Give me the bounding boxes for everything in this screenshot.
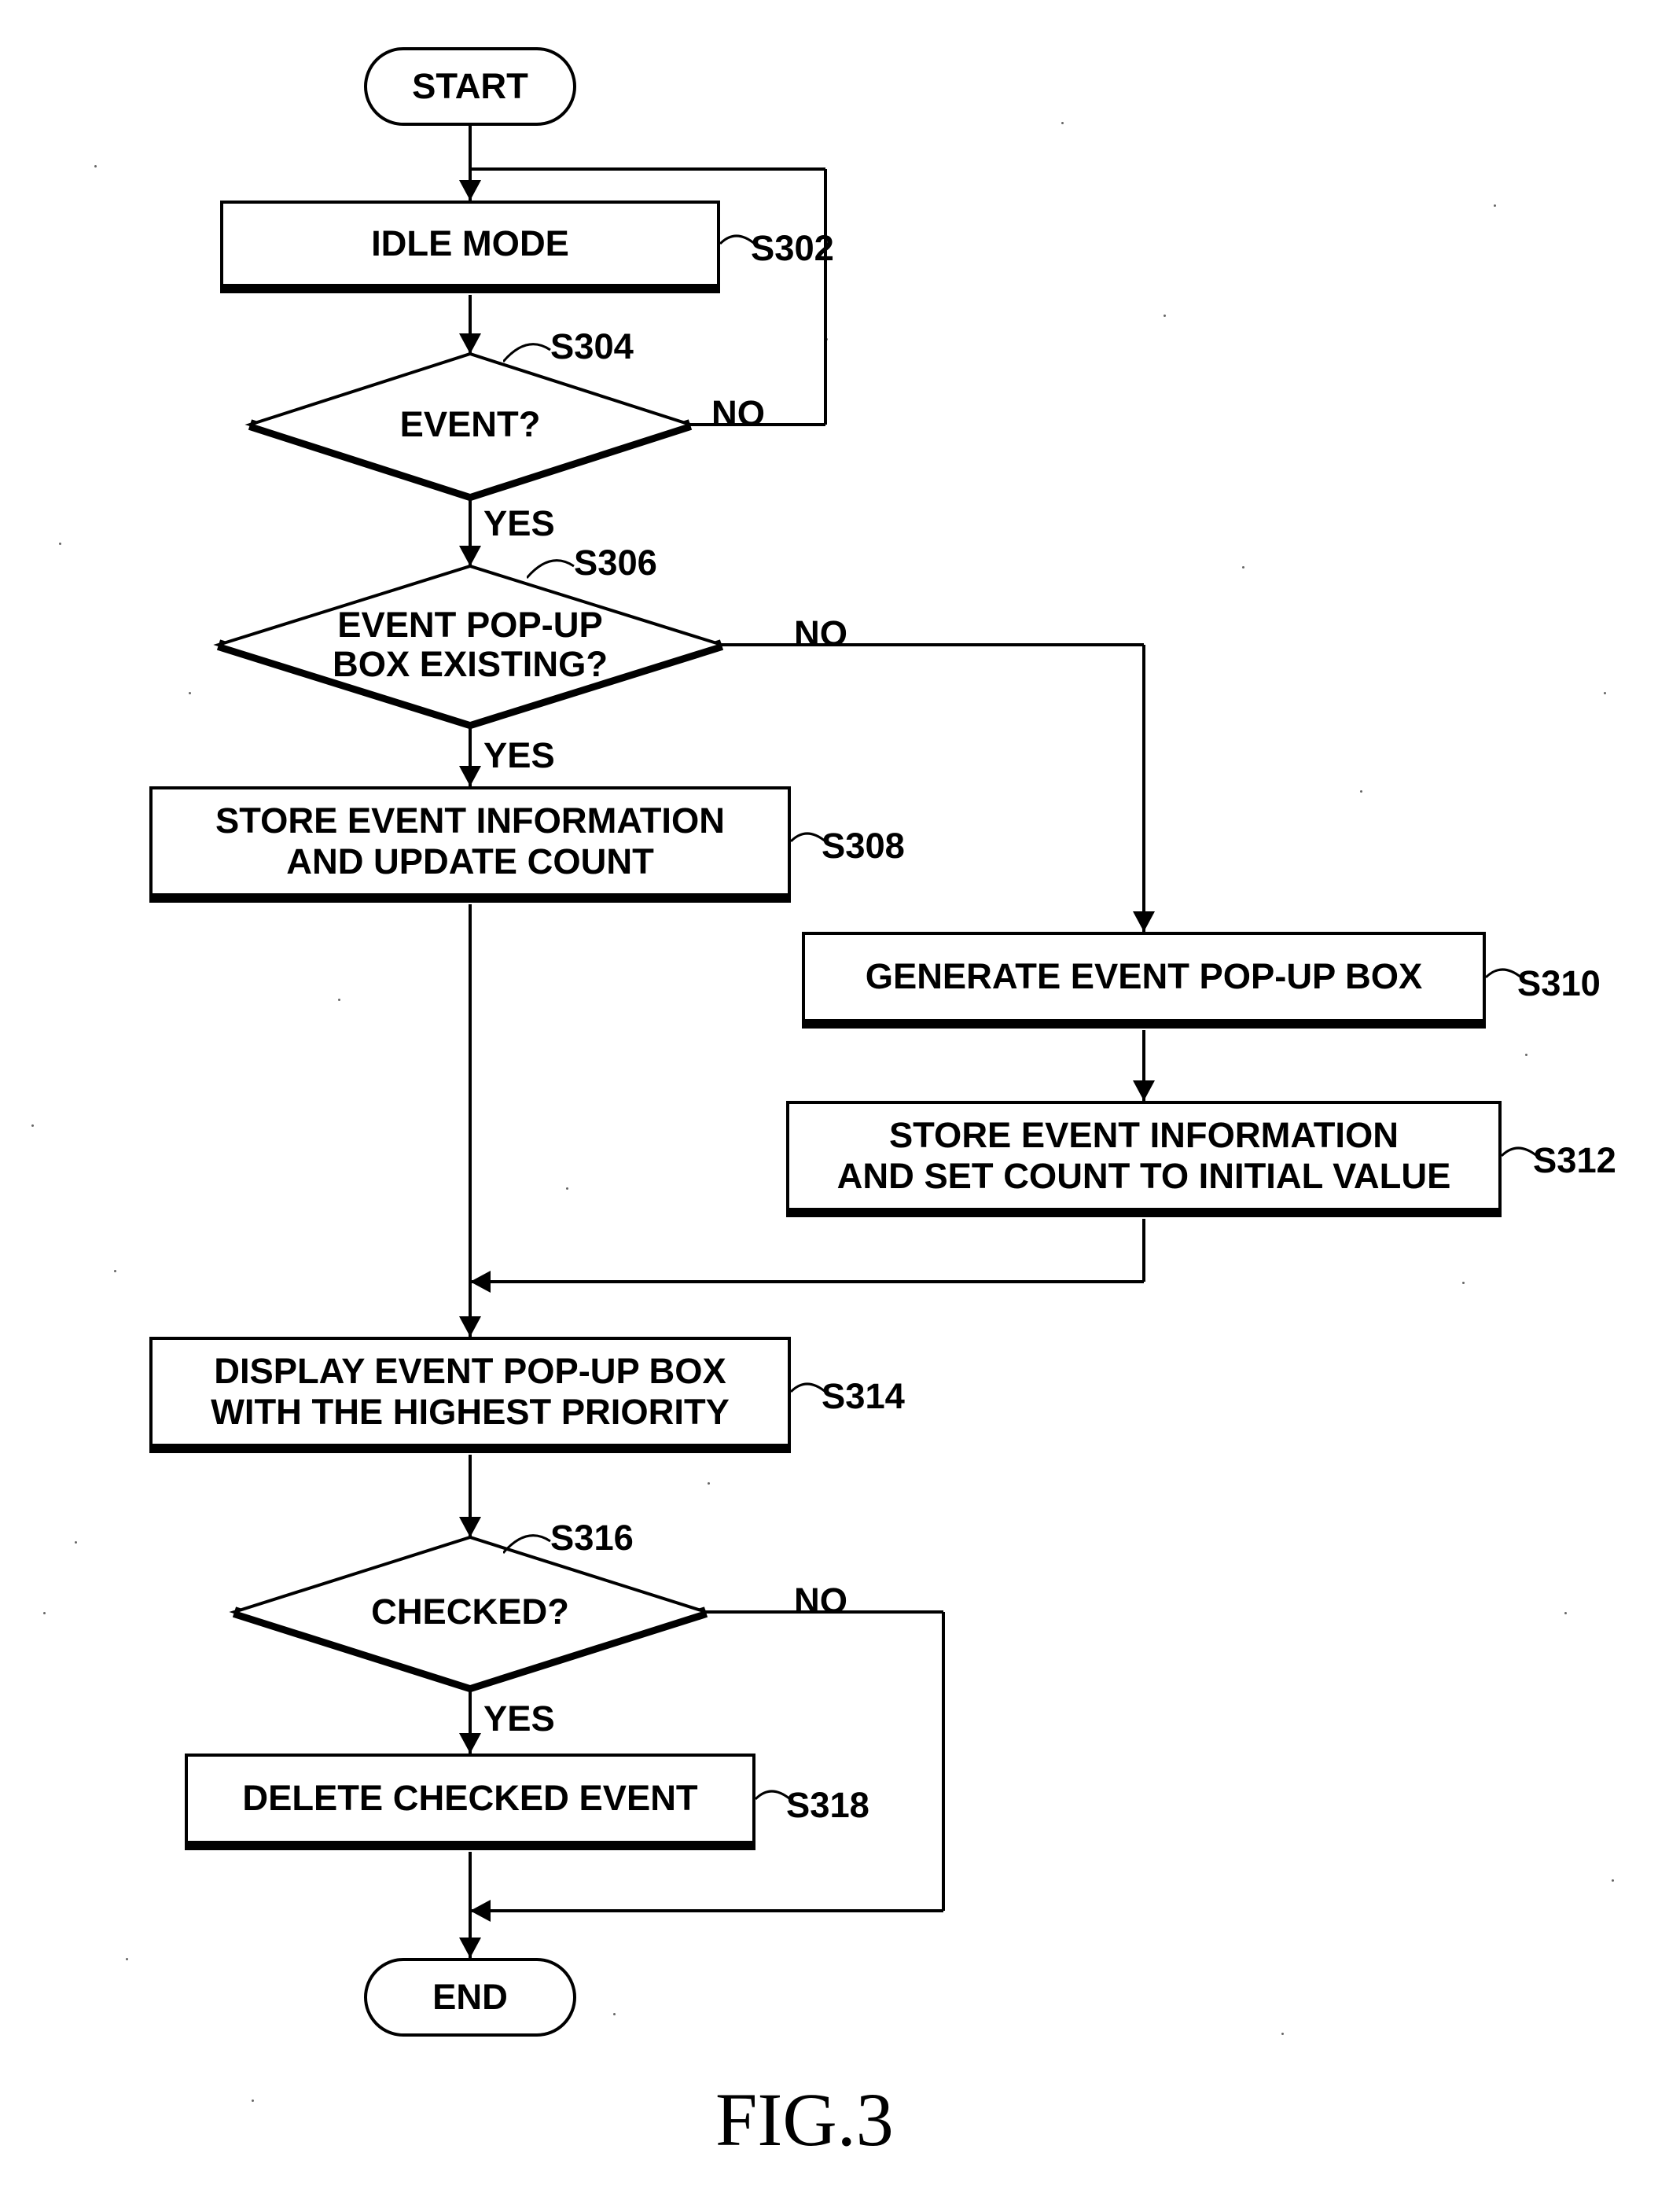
edge-6-arrow: [459, 1733, 481, 1754]
speckle-11: [613, 2013, 616, 2015]
s304_no-branch-label: NO: [711, 393, 765, 434]
s312-step-label: S312: [1533, 1140, 1616, 1181]
s304_yes-branch-label: YES: [483, 503, 555, 544]
s306-decision: EVENT POP-UP BOX EXISTING?: [219, 566, 722, 723]
s318-step-label: S318: [786, 1785, 869, 1826]
speckle-13: [1242, 566, 1244, 569]
edge-11-arrow: [470, 1271, 491, 1293]
speckle-17: [1612, 1879, 1614, 1882]
edge-8-seg-2: [470, 167, 825, 171]
speckle-20: [1164, 315, 1166, 317]
s316_no-branch-label: NO: [794, 1581, 847, 1621]
s314-text: DISPLAY EVENT POP-UP BOX WITH THE HIGHES…: [211, 1351, 730, 1433]
s310-step-label: S310: [1517, 963, 1601, 1004]
s308-process: STORE EVENT INFORMATION AND UPDATE COUNT: [149, 786, 791, 896]
s310-process: GENERATE EVENT POP-UP BOX: [802, 932, 1486, 1022]
s312-process: STORE EVENT INFORMATION AND SET COUNT TO…: [786, 1101, 1502, 1211]
s312-leader: [1502, 1136, 1541, 1176]
speckle-1: [59, 543, 61, 545]
s314-process: DISPLAY EVENT POP-UP BOX WITH THE HIGHES…: [149, 1337, 791, 1447]
speckle-0: [94, 165, 97, 167]
s316-text: CHECKED?: [234, 1537, 706, 1687]
s310-leader: [1486, 958, 1525, 997]
speckle-19: [1061, 122, 1064, 124]
s316-leader: [503, 1522, 574, 1561]
s302-step-label: S302: [751, 228, 834, 269]
speckle-16: [1564, 1612, 1567, 1614]
s304-decision: EVENT?: [250, 354, 690, 495]
s308-step-label: S308: [822, 826, 905, 867]
s318-leader: [755, 1779, 794, 1819]
speckle-7: [189, 692, 191, 694]
edge-10-arrow: [1133, 1080, 1155, 1101]
s302-leader: [720, 224, 759, 263]
edge-2-arrow: [459, 546, 481, 566]
s308-text: STORE EVENT INFORMATION AND UPDATE COUNT: [215, 800, 725, 882]
end-label: END: [432, 1977, 508, 2018]
edge-3-arrow: [459, 766, 481, 786]
edge-12-arrow: [470, 1900, 491, 1922]
end-terminator: END: [364, 1958, 576, 2037]
speckle-4: [75, 1541, 77, 1544]
flowchart-canvas: START END IDLE MODE EVENT? EVENT POP-UP BOX …: [0, 0, 1680, 2197]
speckle-21: [1494, 204, 1496, 207]
speckle-10: [708, 1482, 710, 1485]
speckle-18: [1281, 2033, 1284, 2035]
speckle-22: [1604, 692, 1606, 694]
edge-5-arrow: [459, 1517, 481, 1537]
s304-text: EVENT?: [250, 354, 690, 495]
s318-text: DELETE CHECKED EVENT: [242, 1778, 697, 1819]
s304-leader: [503, 330, 574, 370]
edge-7-arrow: [459, 1938, 481, 1958]
s314-step-label: S314: [822, 1376, 905, 1417]
s310-text: GENERATE EVENT POP-UP BOX: [866, 956, 1423, 997]
s306_no-branch-label: NO: [794, 613, 847, 654]
s306_yes-branch-label: YES: [483, 735, 555, 776]
speckle-6: [126, 1958, 128, 1960]
s312-text: STORE EVENT INFORMATION AND SET COUNT TO…: [837, 1115, 1451, 1197]
speckle-8: [338, 999, 340, 1001]
edge-0-arrow: [459, 180, 481, 201]
edge-9-arrow: [1133, 911, 1155, 932]
edge-4-arrow: [459, 1316, 481, 1337]
edge-1-arrow: [459, 333, 481, 354]
s318-process: DELETE CHECKED EVENT: [185, 1754, 755, 1844]
s308-leader: [791, 822, 829, 861]
speckle-12: [825, 338, 828, 340]
speckle-23: [1525, 1054, 1527, 1056]
speckle-3: [114, 1270, 116, 1272]
edge-9-seg-0: [722, 643, 1144, 646]
s302-text: IDLE MODE: [371, 223, 569, 264]
start-terminator: START: [364, 47, 576, 126]
s316_yes-branch-label: YES: [483, 1698, 555, 1739]
edge-12-seg-1: [942, 1612, 945, 1911]
s306-leader: [527, 546, 597, 586]
speckle-15: [1462, 1282, 1465, 1284]
speckle-9: [566, 1187, 568, 1190]
speckle-2: [31, 1124, 34, 1127]
edge-8-seg-0: [690, 423, 825, 426]
speckle-5: [43, 1612, 46, 1614]
speckle-24: [252, 2099, 254, 2102]
s316-decision: CHECKED?: [234, 1537, 706, 1687]
edge-11-seg-1: [470, 1280, 1144, 1283]
speckle-14: [1360, 790, 1362, 793]
edge-12-seg-0: [706, 1610, 943, 1614]
figure-label: FIG.3: [715, 2076, 894, 2163]
edge-12-seg-2: [470, 1909, 943, 1912]
s314-leader: [791, 1372, 829, 1411]
s306-text: EVENT POP-UP BOX EXISTING?: [219, 566, 722, 723]
edge-11-seg-0: [1142, 1219, 1145, 1282]
s302-process: IDLE MODE: [220, 201, 720, 287]
start-label: START: [412, 66, 528, 107]
edge-8-seg-1: [824, 169, 827, 425]
edge-9-seg-1: [1142, 645, 1145, 932]
